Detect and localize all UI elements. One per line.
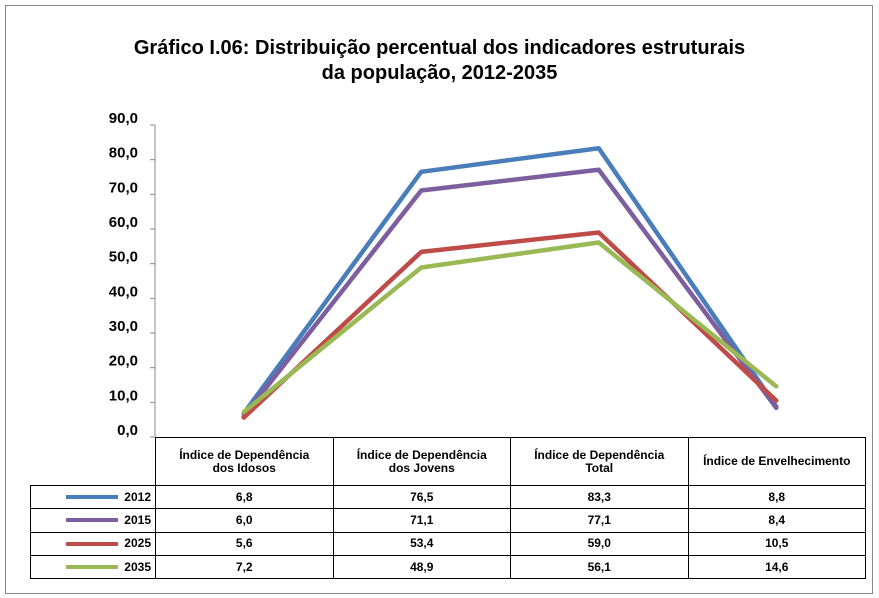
legend-label: 2015: [124, 512, 151, 527]
y-tick-label: 50,0: [109, 249, 138, 266]
value-cell: 6,0: [155, 508, 334, 533]
value-cell: 53,4: [332, 531, 511, 556]
category-header: Índice de Dependência Total: [510, 437, 689, 486]
category-header: Índice de Dependência dos Jovens: [332, 437, 511, 486]
category-header: Índice de Envelhecimento: [687, 437, 866, 486]
value-cell: 8,4: [687, 508, 866, 533]
series-line: [241, 167, 779, 419]
value-cell: 76,5: [332, 485, 511, 510]
y-tick-label: 70,0: [109, 179, 138, 196]
legend-cell: 2035: [30, 554, 156, 580]
legend-cell: 2015: [30, 508, 156, 533]
y-tick-label: 60,0: [109, 214, 138, 231]
value-cell: 56,1: [510, 554, 689, 580]
y-tick-label: 40,0: [109, 283, 138, 300]
y-tick-label: 30,0: [109, 318, 138, 335]
value-cell: 59,0: [510, 531, 689, 556]
legend-swatch: [66, 518, 119, 523]
value-cell: 83,3: [510, 485, 689, 510]
y-tick-label: 10,0: [109, 387, 138, 404]
legend-cell: 2012: [30, 485, 156, 510]
legend-label: 2025: [124, 536, 151, 551]
value-cell: 8,8: [687, 485, 866, 510]
value-cell: 48,9: [332, 554, 511, 580]
value-cell: 5,6: [155, 531, 334, 556]
legend-swatch: [66, 495, 119, 500]
legend-cell: 2025: [30, 531, 156, 556]
y-tick-label: 90,0: [109, 110, 138, 127]
chart-title: Gráfico I.06: Distribuição percentual do…: [133, 37, 746, 84]
value-cell: 14,6: [687, 554, 866, 580]
series-line: [241, 240, 779, 415]
series-line: [241, 230, 779, 420]
legend-swatch: [66, 541, 119, 546]
legend-label: 2012: [124, 489, 151, 504]
value-cell: 10,5: [687, 531, 866, 556]
value-cell: 6,8: [155, 485, 334, 510]
legend-label: 2035: [124, 559, 151, 574]
category-header: Índice de Dependência dos Idosos: [155, 437, 334, 486]
value-cell: 7,2: [155, 554, 334, 580]
chart-frame: [5, 5, 873, 594]
value-cell: 71,1: [332, 508, 511, 533]
series-line: [241, 145, 779, 416]
value-cell: 77,1: [510, 508, 689, 533]
y-tick-label: 80,0: [109, 145, 138, 162]
legend-swatch: [66, 565, 119, 570]
y-tick-label: 0,0: [117, 422, 138, 439]
y-tick-label: 20,0: [109, 353, 138, 370]
